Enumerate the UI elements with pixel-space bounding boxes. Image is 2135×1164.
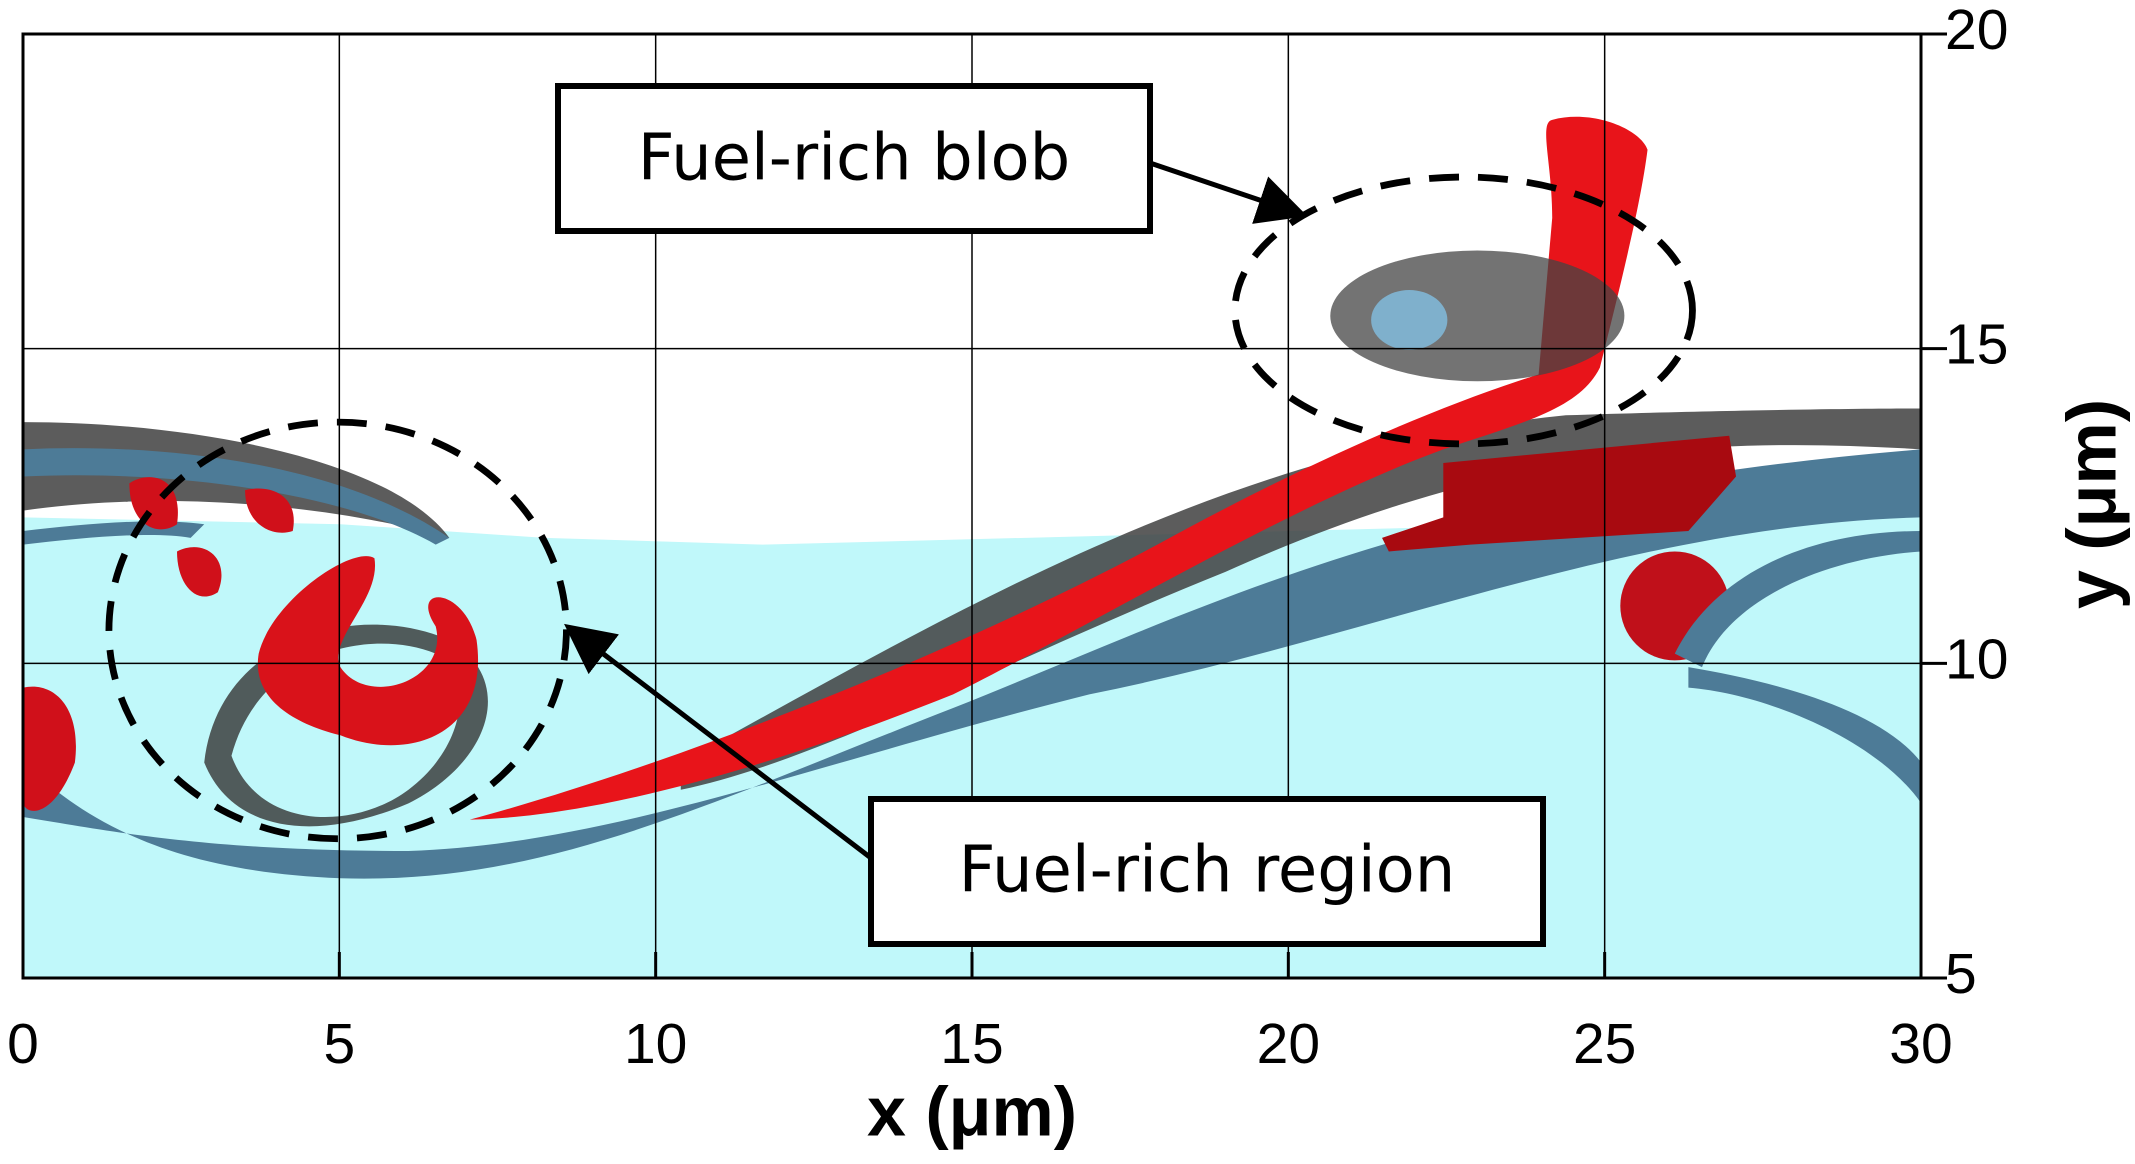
y-tick-label: 10 xyxy=(1945,627,2008,691)
y-tick-label: 5 xyxy=(1945,942,1977,1006)
annotation-text: Fuel-rich region xyxy=(959,834,1456,908)
mixing-sheet xyxy=(23,448,1921,879)
left-eddies xyxy=(23,477,294,811)
x-tick-label: 20 xyxy=(1257,1012,1320,1076)
upper-sheet xyxy=(23,408,1921,790)
y-axis-label: y (μm) xyxy=(2052,399,2130,609)
x-tick-label: 0 xyxy=(7,1012,39,1076)
x-tick-label: 5 xyxy=(323,1012,355,1076)
fuel-patch xyxy=(1382,435,1737,552)
annotation-box xyxy=(555,83,1153,234)
annotation-blob: Fuel-rich blob xyxy=(555,83,1308,234)
right-sheet xyxy=(1674,531,1921,804)
fuel-swirl xyxy=(257,556,479,746)
annotation-region: Fuel-rich region xyxy=(564,623,1546,947)
x-axis-label: x (μm) xyxy=(867,1072,1077,1150)
x-tick-label: 25 xyxy=(1573,1012,1636,1076)
blob-core xyxy=(1371,290,1448,350)
annotation-box xyxy=(868,796,1546,947)
y-tick-label: 20 xyxy=(1945,0,2008,62)
x-tick-label: 15 xyxy=(940,1012,1003,1076)
arrow xyxy=(1149,160,1308,224)
arrow xyxy=(564,623,873,860)
dashed-ring xyxy=(1231,173,1696,448)
x-tick-label: 10 xyxy=(624,1012,687,1076)
annotation-text: Fuel-rich blob xyxy=(638,122,1071,196)
y-tick-label: 15 xyxy=(1945,313,2008,377)
x-tick-label: 30 xyxy=(1889,1012,1952,1076)
